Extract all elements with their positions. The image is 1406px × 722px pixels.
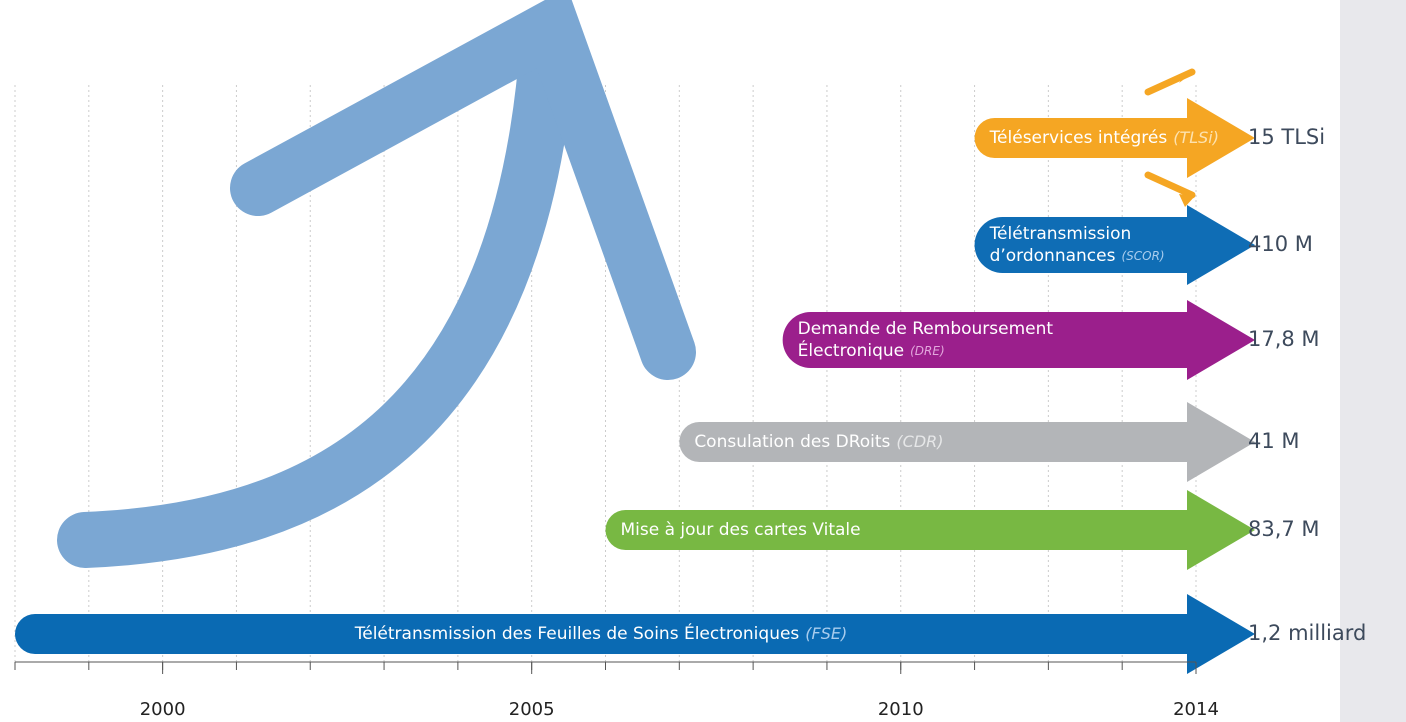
label-line: Consulation des DRoits xyxy=(694,432,890,452)
label-line: Demande de Remboursement xyxy=(798,319,1054,339)
label-abbr: (CDR) xyxy=(896,432,943,451)
timeline-arrow xyxy=(605,490,1255,570)
x-tick-label: 2014 xyxy=(1173,699,1219,720)
small-arrow xyxy=(1144,171,1196,199)
arrow-label: Téléservices intégrés (TLSi) xyxy=(989,128,1219,149)
small-arrow-head xyxy=(1179,71,1195,83)
timeline-arrow xyxy=(782,300,1255,380)
growth-arrow xyxy=(57,17,576,568)
timeline-arrow xyxy=(679,402,1255,482)
result-label: 83,7 M xyxy=(1248,517,1320,541)
arrow-label: Demande de Remboursement Électronique (DRE… xyxy=(798,319,1054,361)
label-line: Téléservices intégrés xyxy=(989,128,1168,148)
result-label: 17,8 M xyxy=(1248,327,1320,351)
arrow-label: Consulation des DRoits (CDR) xyxy=(694,432,943,453)
x-tick-label: 2010 xyxy=(878,699,924,720)
x-tick-label: 2005 xyxy=(509,699,555,720)
timeline-arrow xyxy=(15,594,1255,674)
side-panel xyxy=(1340,0,1406,722)
result-label: 1,2 milliard xyxy=(1248,621,1366,645)
arrow-label: Télétransmission d’ordonnances (SCOR) xyxy=(989,224,1165,266)
label-line: Électronique xyxy=(798,339,904,361)
label-abbr: (SCOR) xyxy=(1121,249,1164,263)
small-arrow-head xyxy=(1179,194,1195,207)
label-abbr: (DRE) xyxy=(910,344,945,358)
timeline-arrow xyxy=(974,205,1255,285)
timeline-arrow xyxy=(974,98,1255,178)
label-line: d’ordonnances xyxy=(990,246,1116,266)
label-abbr: (TLSi) xyxy=(1173,128,1219,147)
x-tick-label: 2000 xyxy=(140,699,186,720)
arrow-label: Mise à jour des cartes Vitale xyxy=(621,520,861,540)
growth-arrow-head xyxy=(230,0,696,380)
result-label: 15 TLSi xyxy=(1248,125,1325,149)
label-line: Télétransmission des Feuilles de Soins É… xyxy=(354,622,800,644)
label-line: Mise à jour des cartes Vitale xyxy=(621,520,861,540)
label-abbr: (FSE) xyxy=(805,624,847,643)
axis: 2000 2005 2010 2014 xyxy=(14,661,1219,720)
result-label: 410 M xyxy=(1248,232,1313,256)
arrow-label: Télétransmission des Feuilles de Soins É… xyxy=(354,622,848,644)
rows: Téléservices intégrés (TLSi) 15 TLSi Télétr… xyxy=(15,68,1366,674)
result-label: 41 M xyxy=(1248,429,1300,453)
label-line: Télétransmission xyxy=(989,224,1132,244)
